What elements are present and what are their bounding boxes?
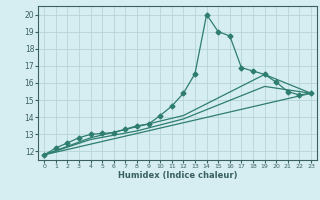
X-axis label: Humidex (Indice chaleur): Humidex (Indice chaleur) [118,171,237,180]
